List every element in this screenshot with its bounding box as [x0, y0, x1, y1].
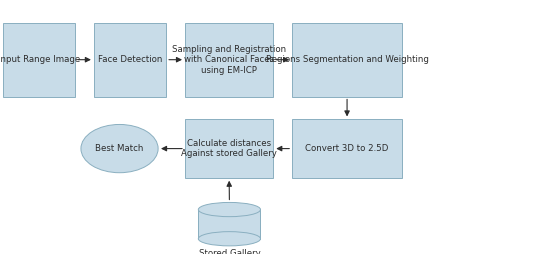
Text: Stored Gallery
2.5D faces: Stored Gallery 2.5D faces — [198, 249, 260, 254]
FancyBboxPatch shape — [198, 210, 260, 239]
Text: Convert 3D to 2.5D: Convert 3D to 2.5D — [306, 144, 389, 153]
Text: Best Match: Best Match — [95, 144, 144, 153]
FancyBboxPatch shape — [3, 23, 75, 97]
Text: Regions Segmentation and Weighting: Regions Segmentation and Weighting — [266, 55, 428, 64]
Text: Face Detection: Face Detection — [98, 55, 162, 64]
Text: Sampling and Registration
with Canonical Faces
using EM-ICP: Sampling and Registration with Canonical… — [172, 45, 286, 75]
Ellipse shape — [198, 232, 260, 246]
FancyBboxPatch shape — [94, 23, 166, 97]
FancyBboxPatch shape — [292, 23, 402, 97]
Ellipse shape — [198, 202, 260, 217]
FancyBboxPatch shape — [185, 23, 273, 97]
FancyBboxPatch shape — [185, 119, 273, 178]
Text: Input Range Image: Input Range Image — [0, 55, 80, 64]
FancyBboxPatch shape — [292, 119, 402, 178]
Ellipse shape — [81, 124, 158, 173]
Text: Calculate distances
Against stored Gallery: Calculate distances Against stored Galle… — [181, 139, 277, 158]
